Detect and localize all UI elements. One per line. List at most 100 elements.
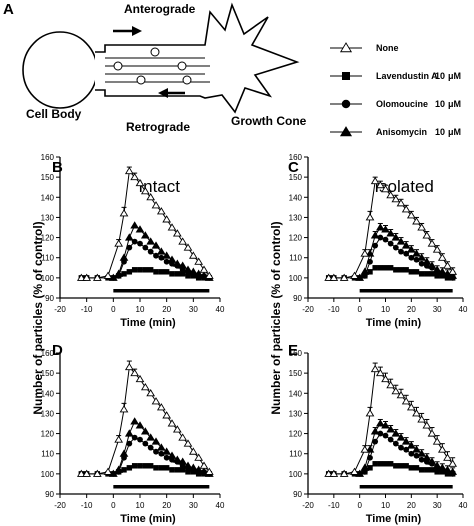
y-axis-label-left: Number of particles (% of control) <box>31 221 45 414</box>
data-point <box>377 234 384 241</box>
x-tick-label: 20 <box>162 305 171 314</box>
data-point <box>372 461 378 467</box>
y-tick-label: 140 <box>41 193 55 202</box>
panel-title: Intact <box>138 177 180 196</box>
data-point <box>443 465 452 473</box>
legend-marker <box>339 126 353 137</box>
x-tick-label: 10 <box>136 305 145 314</box>
data-point <box>135 225 145 233</box>
data-point <box>324 469 334 477</box>
y-tick-label: 90 <box>293 294 302 303</box>
y-tick-label: 90 <box>45 294 54 303</box>
data-point <box>443 261 452 269</box>
data-point <box>401 205 411 213</box>
data-point <box>386 229 396 237</box>
data-point <box>392 244 399 251</box>
series-anisomycin <box>355 222 458 281</box>
treatment-bar <box>113 485 210 489</box>
data-point <box>119 449 129 457</box>
data-point <box>156 247 166 255</box>
data-point <box>408 269 415 275</box>
neuron-schematic: Anterograde Retrograde Cell Body Growth … <box>22 2 307 134</box>
data-point <box>162 215 172 223</box>
x-tick-label: -10 <box>81 501 93 510</box>
y-tick-label: 140 <box>41 389 55 398</box>
data-point <box>437 267 447 275</box>
x-tick-label: -20 <box>302 305 314 314</box>
data-point <box>126 440 133 447</box>
panel-letter: D <box>52 342 63 359</box>
data-point <box>408 465 415 471</box>
data-point <box>131 463 138 469</box>
data-point <box>406 211 416 219</box>
data-point <box>372 265 378 271</box>
data-point <box>142 440 149 447</box>
x-tick-label: 10 <box>381 305 390 314</box>
data-point <box>382 432 389 439</box>
data-point <box>158 450 165 457</box>
legend-item: Lavendustin A10 μM <box>330 71 461 81</box>
x-tick-label: -10 <box>81 305 93 314</box>
panel-letter: E <box>288 342 298 359</box>
y-tick-label: 160 <box>289 153 303 162</box>
figure-label: A <box>3 1 14 18</box>
y-tick-label: 150 <box>41 173 55 182</box>
data-point <box>147 444 154 451</box>
data-point <box>92 273 102 281</box>
x-tick-label: 20 <box>407 305 416 314</box>
data-point <box>432 265 442 273</box>
data-point <box>146 389 156 397</box>
data-point <box>131 267 138 273</box>
data-point <box>151 241 161 249</box>
data-point <box>429 467 435 473</box>
data-point <box>427 239 437 247</box>
data-point <box>172 455 182 463</box>
data-point <box>179 271 186 277</box>
x-tick-label: 0 <box>357 305 362 314</box>
data-point <box>119 209 129 217</box>
y-tick-label: 120 <box>41 234 55 243</box>
data-point <box>204 271 214 279</box>
data-point <box>375 223 385 231</box>
data-point <box>146 193 156 201</box>
data-point <box>142 267 149 273</box>
y-tick-label: 110 <box>41 450 54 459</box>
data-point <box>375 180 385 189</box>
data-point <box>401 437 411 445</box>
y-tick-label: 90 <box>45 490 54 499</box>
data-point <box>434 469 440 475</box>
x-tick-label: -20 <box>54 305 66 314</box>
series-line <box>81 365 210 475</box>
data-point <box>194 465 204 473</box>
data-point <box>158 465 165 471</box>
data-point <box>370 231 380 239</box>
data-point <box>387 265 394 271</box>
data-point <box>417 449 427 457</box>
legend-unit: μM <box>448 127 461 137</box>
data-point <box>158 269 165 275</box>
panel-b: B Intact 90 100 110 120 130 140 150 160 -20 -10 0 10 2… <box>41 153 225 329</box>
legend-label: Anisomycin <box>376 127 427 137</box>
data-point <box>367 269 373 275</box>
data-point <box>398 248 404 255</box>
legend-label: Lavendustin A <box>376 71 438 81</box>
data-point <box>360 267 370 275</box>
data-point <box>324 273 334 281</box>
series-anisomycin <box>108 221 214 281</box>
data-point <box>382 461 389 467</box>
y-tick-label: 100 <box>289 470 303 479</box>
data-point <box>188 267 198 275</box>
data-point <box>194 257 204 265</box>
data-point <box>350 271 359 279</box>
cell-body-label: Cell Body <box>26 107 82 121</box>
data-point <box>114 435 124 443</box>
data-point <box>448 459 458 467</box>
data-point <box>434 273 440 279</box>
anterograde-arrowhead <box>132 26 142 36</box>
data-point <box>339 273 349 281</box>
data-point <box>365 213 375 221</box>
data-point <box>142 244 149 251</box>
x-tick-label: 40 <box>459 305 468 314</box>
series-none <box>76 360 214 477</box>
data-point <box>381 225 390 233</box>
